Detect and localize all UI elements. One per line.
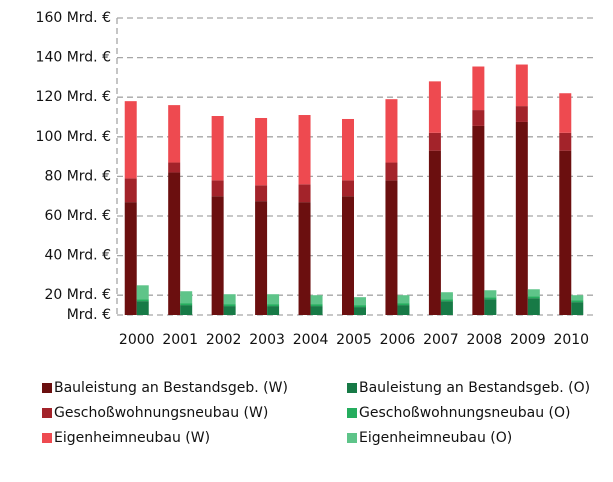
bar-segment	[354, 305, 366, 308]
bar-segment	[310, 295, 323, 305]
legend-swatch	[347, 433, 357, 443]
bar-segment	[298, 115, 311, 185]
bar-segment	[440, 301, 453, 315]
x-tick-label: 2009	[510, 332, 546, 348]
legend-label: Bauleistung an Bestandsgeb. (W)	[54, 380, 288, 396]
bar-segment	[354, 307, 366, 315]
x-tick-label: 2010	[553, 332, 589, 348]
bar-segment	[298, 202, 311, 315]
legend-swatch	[42, 433, 52, 443]
bar-segment	[385, 162, 398, 181]
bar-segment	[397, 303, 410, 306]
legend-swatch	[42, 408, 52, 418]
legend-label: Eigenheimneubau (W)	[54, 430, 210, 446]
x-tick-label: 2008	[467, 332, 503, 348]
bar-segment	[428, 132, 441, 151]
bar-segment	[571, 300, 584, 303]
x-tick-label: 2000	[119, 332, 155, 348]
bar-segment	[527, 289, 540, 297]
bar-segment	[472, 125, 485, 315]
bar-segment	[267, 304, 280, 307]
y-tick-label: 20 Mrd. €	[44, 287, 111, 303]
bar-segment	[559, 132, 572, 151]
bar-segment	[255, 185, 268, 202]
bar-segment	[515, 64, 528, 107]
bar-segment	[571, 302, 584, 315]
bar-segment	[385, 180, 398, 315]
y-tick-label: 120 Mrd. €	[36, 89, 111, 105]
x-tick-label: 2006	[380, 332, 416, 348]
bar-segment	[310, 304, 323, 307]
bar-segment	[559, 150, 572, 315]
bar-segment	[223, 306, 236, 315]
x-tick-label: 2004	[293, 332, 329, 348]
legend-swatch	[42, 383, 52, 393]
y-tick-label: 60 Mrd. €	[44, 208, 111, 224]
bar-segment	[484, 299, 497, 315]
legend-swatch	[347, 383, 357, 393]
bar-segment	[310, 306, 323, 315]
legend-label: Eigenheimneubau (O)	[359, 430, 512, 446]
x-tick-label: 2003	[249, 332, 285, 348]
y-tick-label: 140 Mrd. €	[36, 50, 111, 66]
bar-segment	[527, 296, 540, 299]
bar-segment	[223, 304, 236, 307]
bar-segment	[211, 196, 224, 315]
bar-segment	[559, 93, 572, 133]
bar-segment	[124, 202, 137, 315]
bar-segment	[124, 101, 137, 179]
bar-segment	[136, 299, 149, 302]
bar-segment	[180, 291, 193, 304]
bar-segment	[342, 196, 354, 315]
bar-segment	[124, 178, 137, 203]
bar-segment	[515, 106, 528, 122]
bar-segment	[472, 110, 485, 126]
bar-segment	[267, 294, 280, 305]
legend-label: Geschoßwohnungsneubau (W)	[54, 405, 268, 421]
y-tick-label: 40 Mrd. €	[44, 248, 111, 264]
bar-segment	[354, 297, 366, 306]
y-tick-label: 160 Mrd. €	[36, 10, 111, 26]
bar-segment	[298, 184, 311, 203]
y-tick-label: 80 Mrd. €	[44, 168, 111, 184]
bar-segment	[211, 180, 224, 197]
x-tick-label: 2001	[162, 332, 198, 348]
bar-segment	[136, 301, 149, 315]
x-tick-label: 2007	[423, 332, 459, 348]
bar-segment	[428, 150, 441, 315]
bar-segment	[472, 66, 485, 111]
bar-segment	[515, 121, 528, 315]
bar-segment	[397, 305, 410, 315]
bar-segment	[440, 292, 453, 300]
bar-segment	[527, 298, 540, 315]
legend-swatch	[347, 408, 357, 418]
bar-segment	[255, 117, 268, 186]
legend-label: Geschoßwohnungsneubau (O)	[359, 405, 571, 421]
bar-segment	[385, 99, 398, 163]
bar-segment	[571, 295, 584, 301]
bar-segment	[168, 172, 181, 315]
bar-segment	[484, 297, 497, 300]
bar-segment	[484, 290, 497, 298]
bar-segment	[440, 299, 453, 302]
bar-segment	[180, 305, 193, 315]
x-tick-label: 2005	[336, 332, 372, 348]
legend-label: Bauleistung an Bestandsgeb. (O)	[359, 380, 590, 396]
bar-segment	[255, 201, 268, 315]
bar-segment	[168, 105, 181, 163]
bar-segment	[136, 285, 149, 300]
bar-segment	[267, 306, 280, 315]
bar-segment	[342, 118, 354, 181]
bar-segment	[180, 303, 193, 306]
bar-segment	[342, 180, 354, 197]
bar-segment	[223, 294, 236, 305]
x-tick-label: 2002	[206, 332, 242, 348]
bar-segment	[168, 162, 181, 173]
bar-segment	[397, 295, 410, 304]
y-tick-label: 100 Mrd. €	[36, 129, 111, 145]
bar-segment	[428, 81, 441, 133]
y-tick-label: Mrd. €	[67, 307, 111, 323]
bar-segment	[211, 116, 224, 181]
